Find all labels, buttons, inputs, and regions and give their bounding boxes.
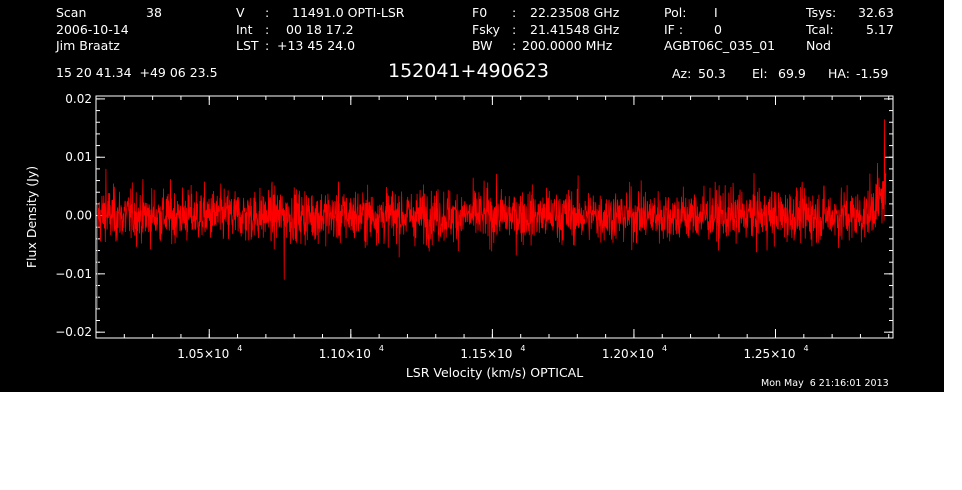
int-label: Int <box>236 22 253 37</box>
y-tick-label: −0.02 <box>55 325 92 339</box>
az-value: 50.3 <box>698 66 726 81</box>
axes-frame <box>95 95 894 339</box>
plot-timestamp: Mon May 6 21:16:01 2013 <box>761 378 889 389</box>
x-tick-label: 1.05×10 <box>177 347 229 361</box>
x-axis-label: LSR Velocity (km/s) OPTICAL <box>406 365 583 380</box>
bw-label: BW <box>472 38 493 53</box>
pol-value: I <box>714 5 718 20</box>
x-tick-exponent: 4 <box>804 344 809 353</box>
velocity-label: V <box>236 5 245 20</box>
tsys-label: Tsys: <box>806 5 837 20</box>
f0-value: 22.23508 GHz <box>530 5 620 20</box>
el-label: El: <box>752 66 768 81</box>
scan-label: Scan <box>56 5 87 20</box>
x-tick-label: 1.25×10 <box>743 347 795 361</box>
fsky-value: 21.41548 GHz <box>530 22 620 37</box>
tcal-value: 5.17 <box>866 22 894 37</box>
y-tick-label: −0.01 <box>55 267 92 281</box>
plot-panel: Scan 38 V : 11491.0 OPTI-LSR F0 : 22.235… <box>0 0 944 392</box>
bw-value: 200.0000 MHz <box>522 38 613 53</box>
spectrum-trace <box>97 119 887 309</box>
tsys-value: 32.63 <box>858 5 894 20</box>
x-tick-exponent: 4 <box>237 344 242 353</box>
ha-value: -1.59 <box>856 66 889 81</box>
x-tick-exponent: 4 <box>520 344 525 353</box>
procedure-name: Nod <box>806 38 831 53</box>
x-tick-label: 1.20×10 <box>602 347 654 361</box>
y-axis-label: Flux Density (Jy) <box>24 166 39 268</box>
x-tick-label: 1.15×10 <box>460 347 512 361</box>
scan-value: 38 <box>146 5 162 20</box>
if-value: 0 <box>714 22 722 37</box>
y-tick-label: 0.02 <box>65 92 92 106</box>
x-tick-exponent: 4 <box>379 344 384 353</box>
spectrum-chart: −0.02 −0.01 0.00 0.01 0.02 1.05×10 4 1.10×10 4 1.… <box>24 92 894 380</box>
az-label: Az: <box>672 66 692 81</box>
source-name: 152041+490623 <box>388 60 549 82</box>
project-id: AGBT06C_035_01 <box>664 38 776 53</box>
lst-value: +13 45 24.0 <box>277 38 356 53</box>
y-tick-label: 0.00 <box>65 209 92 223</box>
lst-label: LST <box>236 38 259 53</box>
x-tick-label: 1.10×10 <box>319 347 371 361</box>
source-coordinates: 15 20 41.34 +49 06 23.5 <box>56 65 218 80</box>
x-tick-exponent: 4 <box>662 344 667 353</box>
observer-name: Jim Braatz <box>56 38 120 53</box>
observation-date: 2006-10-14 <box>56 22 129 37</box>
tcal-label: Tcal: <box>806 22 834 37</box>
fsky-label: Fsky <box>472 22 500 37</box>
f0-label: F0 <box>472 5 488 20</box>
ha-label: HA: <box>828 66 850 81</box>
velocity-value: 11491.0 OPTI-LSR <box>292 5 405 20</box>
y-tick-label: 0.01 <box>65 150 92 164</box>
int-value: 00 18 17.2 <box>286 22 354 37</box>
el-value: 69.9 <box>778 66 806 81</box>
if-label: IF : <box>664 22 684 37</box>
pol-label: Pol: <box>664 5 687 20</box>
